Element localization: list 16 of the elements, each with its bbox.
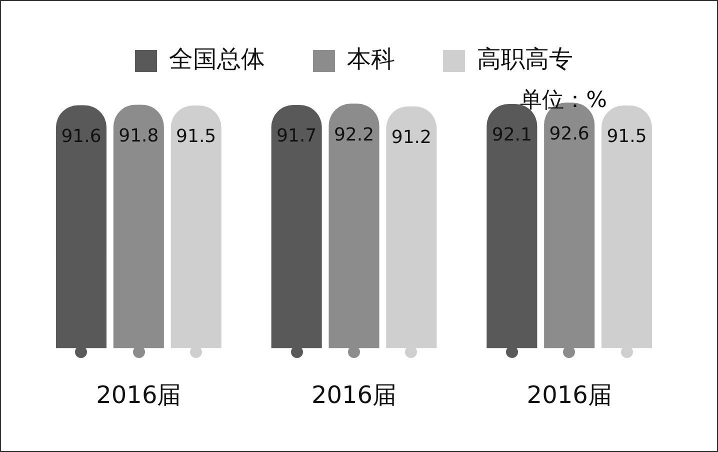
data-label: 91.2 [391, 127, 432, 148]
legend-label: 本科 [347, 45, 395, 74]
x-tick-label: 2016届 [526, 380, 612, 409]
data-label: 91.6 [61, 126, 102, 147]
legend-label: 全国总体 [169, 45, 265, 74]
x-tick-label: 2016届 [96, 380, 182, 409]
data-label: 91.5 [606, 126, 647, 148]
data-label: 91.8 [118, 125, 159, 146]
data-label: 92.2 [334, 124, 374, 146]
x-tick-label: 2016届 [311, 380, 397, 409]
legend-label: 高职高专 [477, 45, 573, 74]
annotation: 单位：% [520, 87, 607, 115]
data-label: 92.6 [549, 123, 590, 144]
data-label: 92.1 [492, 124, 532, 146]
data-label: 91.7 [276, 126, 317, 147]
data-label: 91.5 [176, 126, 216, 148]
